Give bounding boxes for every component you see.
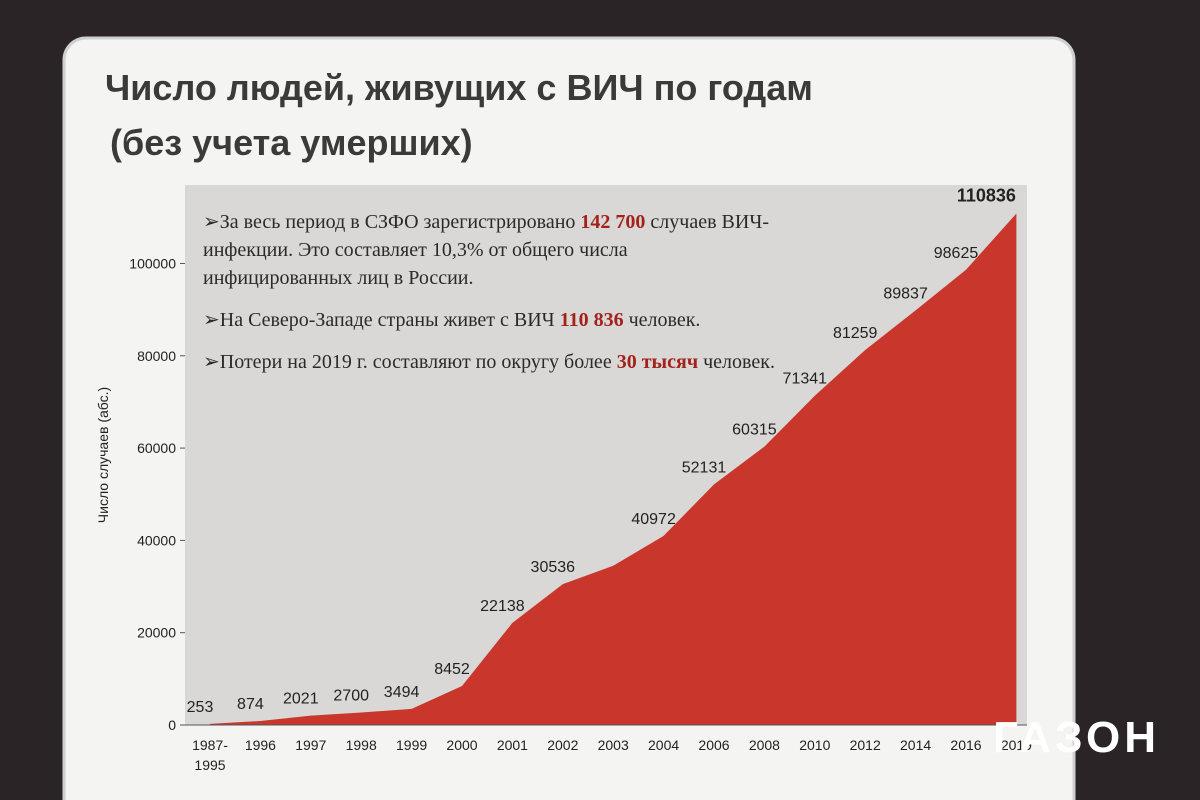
data-label: 2021 — [283, 691, 319, 708]
x-tick-label: 2002 — [547, 737, 578, 753]
notes: За весь период в СЗФО зарегистрировано 1… — [203, 208, 778, 390]
y-axis-label: Число случаев (абс.) — [95, 387, 111, 523]
data-label: 60315 — [732, 422, 777, 439]
bullet-emphasis: 30 тысяч — [616, 351, 699, 373]
bullet: За весь период в СЗФО зарегистрировано 1… — [203, 208, 778, 292]
x-tick-label: 1997 — [295, 737, 326, 753]
data-label: 89837 — [883, 285, 928, 302]
x-tick-label: 2012 — [850, 737, 881, 753]
bullet-after: случаев ВИЧ-инфекции. Это составляет 10,… — [203, 211, 769, 289]
x-tick-label: 2016 — [950, 737, 981, 753]
data-label: 81259 — [833, 325, 878, 342]
y-tick-label: 80000 — [137, 348, 176, 364]
x-tick-label: 2008 — [749, 737, 780, 753]
data-label: 40972 — [631, 511, 676, 528]
bullet-before: На Северо-Западе страны живет с ВИЧ — [219, 309, 560, 331]
chart-title: Число людей, живущих с ВИЧ по годам — [105, 67, 813, 108]
x-tick-label: 2000 — [446, 737, 477, 753]
x-tick-label: 2004 — [648, 737, 679, 753]
bullet-before: За весь период в СЗФО зарегистрировано — [219, 211, 581, 233]
data-label: 253 — [187, 699, 214, 716]
x-tick-label: 1987-1995 — [192, 737, 228, 773]
x-tick-label: 1999 — [396, 737, 427, 753]
bullet-after: человек. — [698, 351, 775, 373]
area — [210, 213, 1017, 726]
data-label: 2700 — [333, 688, 369, 705]
bullet-emphasis: 142 700 — [580, 211, 646, 233]
data-label: 71341 — [783, 371, 828, 388]
x-tick-label: 2006 — [698, 737, 729, 753]
x-tick-label: 2001 — [497, 737, 528, 753]
data-label: 8452 — [434, 661, 470, 678]
x-tick-label: 2019 — [1001, 737, 1032, 753]
data-label: 30536 — [531, 559, 576, 576]
x-tick-label: 2010 — [799, 737, 830, 753]
y-tick-label: 40000 — [137, 532, 176, 548]
y-tick-label: 20000 — [137, 625, 176, 641]
data-label: 22138 — [480, 598, 525, 615]
y-tick-label: 60000 — [137, 440, 176, 456]
y-tick-label: 0 — [168, 717, 176, 733]
y-tick-label: 100000 — [129, 255, 176, 271]
bullet-before: Потери на 2019 г. составляют по округу б… — [219, 351, 617, 373]
x-tick-label: 2014 — [900, 737, 931, 753]
x-tick-label: 1998 — [346, 737, 377, 753]
x-tick-label: 2003 — [598, 737, 629, 753]
bullet: На Северо-Западе страны живет с ВИЧ 110 … — [203, 306, 778, 334]
chart-subtitle: (без учета умерших) — [110, 122, 473, 163]
data-label: 110836 — [957, 185, 1016, 205]
data-label: 3494 — [384, 684, 420, 701]
data-label: 52131 — [682, 459, 727, 476]
data-label: 98625 — [934, 245, 979, 262]
bullet-after: человек. — [623, 309, 701, 331]
data-label: 874 — [237, 696, 264, 713]
x-tick-label: 1996 — [245, 737, 276, 753]
bullet-emphasis: 110 836 — [559, 309, 624, 331]
watermark: ГАЗОН — [993, 713, 1160, 762]
bullet: Потери на 2019 г. составляют по округу б… — [203, 348, 778, 376]
